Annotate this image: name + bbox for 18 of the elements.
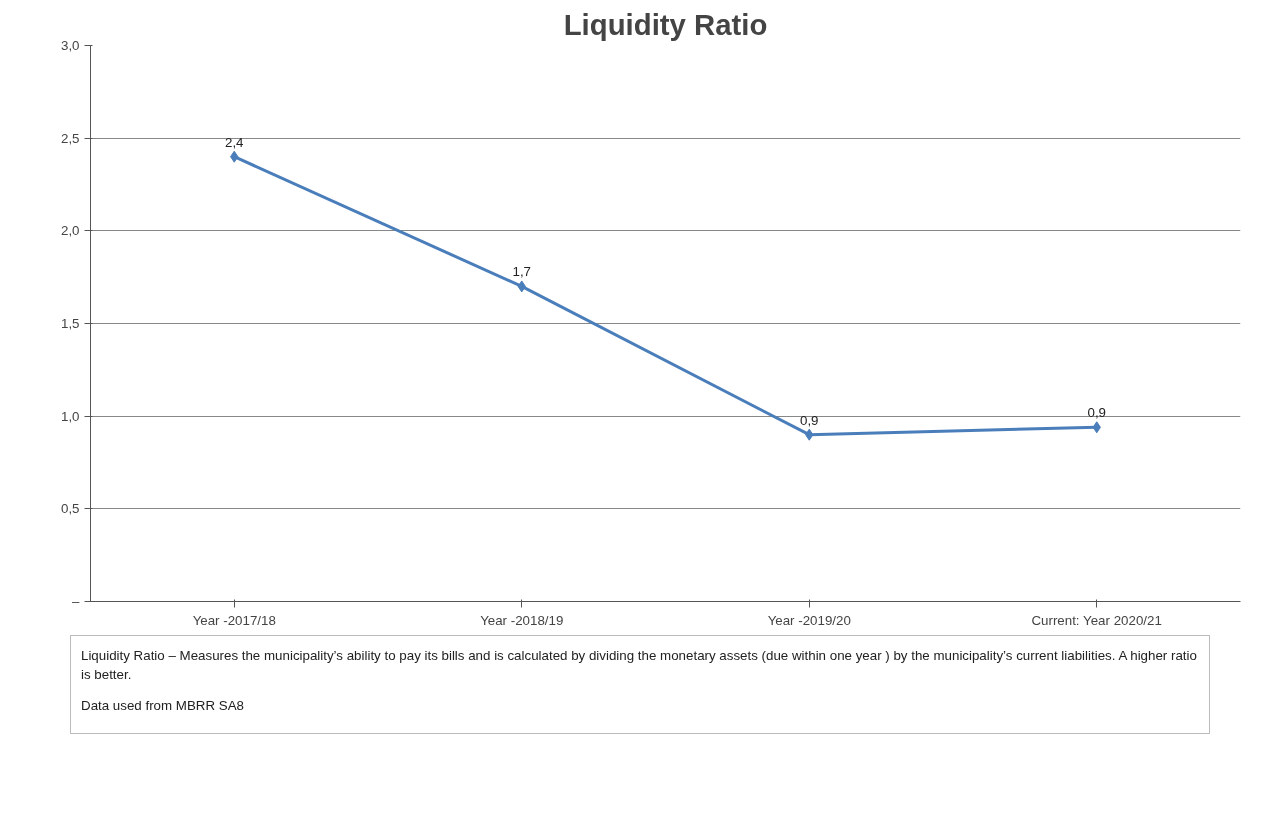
y-tick-label: 2,5 [60,130,80,146]
y-tick-label: – [72,594,81,609]
text: Data used from MBRR SA8 [81,697,245,716]
y-tick-label: 3,0 [60,38,80,53]
x-tick-label: Current: Year 2020/21 [1031,612,1162,628]
data-label: 1,7 [512,264,532,280]
y-tick-label: 2,0 [60,223,80,239]
y-tick-label: 0,5 [60,501,80,517]
data-label: 0,9 [1087,405,1107,421]
data-label: 0,9 [799,412,819,428]
x-tick-label: Year -2017/18 [192,612,276,628]
y-tick-label: 1,5 [60,316,80,331]
x-tick-label: Year -2019/20 [767,612,851,628]
data-label: 2,4 [224,134,245,150]
chart-title: Liquidity Ratio [563,7,768,41]
x-tick-label: Year -2018/19 [480,612,564,628]
text: Liquidity Ratio – Measures the municipality’s ability to pay its bills and is calculated by dividing the monetary assets (due within one year ) by the municipality’s current liabilities. A higher ratio is better. [81,647,1198,685]
y-tick-label: 1,0 [60,408,80,424]
